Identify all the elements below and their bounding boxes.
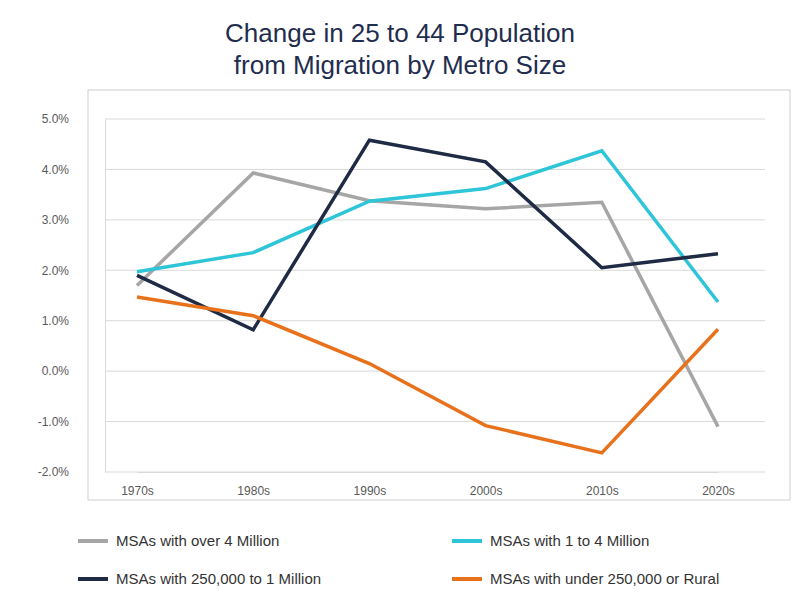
chart: Change in 25 to 44 Populationfrom Migrat… bbox=[0, 0, 800, 600]
grid-line bbox=[105, 119, 765, 120]
legend-swatch bbox=[78, 577, 108, 581]
x-tick-label: 1980s bbox=[237, 484, 270, 498]
x-tick: 1990s bbox=[354, 472, 387, 498]
grid-line bbox=[105, 169, 765, 170]
y-axis: -2.0% -1.0% 0.0% 1.0% 2.0% 3.0% 4.0% 5.0% bbox=[38, 112, 106, 479]
y-axis-line bbox=[105, 120, 106, 473]
x-tick: 1980s bbox=[237, 472, 270, 498]
y-tick-label: 2.0% bbox=[42, 264, 70, 278]
grid-line bbox=[105, 371, 765, 372]
x-tick: 1970s bbox=[121, 472, 154, 498]
y-tick: -2.0% bbox=[38, 465, 105, 479]
series-line bbox=[137, 151, 718, 302]
x-axis: 1970s 1980s 1990s 2000s 2010s 2020s bbox=[121, 472, 735, 498]
y-tick: 0.0% bbox=[42, 364, 105, 378]
x-tick: 2020s bbox=[702, 472, 735, 498]
y-tick: 2.0% bbox=[42, 264, 105, 278]
title: Change in 25 to 44 Populationfrom Migrat… bbox=[225, 18, 575, 80]
y-tick: 3.0% bbox=[42, 213, 105, 227]
y-tick-label: -2.0% bbox=[38, 465, 70, 479]
grid-line bbox=[105, 270, 765, 271]
grid bbox=[105, 119, 765, 472]
y-tick-label: 5.0% bbox=[42, 112, 70, 126]
series-line bbox=[137, 140, 718, 330]
legend-swatch bbox=[78, 539, 108, 543]
legend-label: MSAs with over 4 Million bbox=[116, 532, 279, 549]
legend-swatch bbox=[452, 577, 482, 581]
plot-frame bbox=[88, 90, 790, 500]
y-tick-label: 1.0% bbox=[42, 314, 70, 328]
x-axis-line bbox=[138, 472, 719, 473]
y-tick-label: 4.0% bbox=[42, 163, 70, 177]
grid-line bbox=[105, 421, 765, 422]
y-tick: 4.0% bbox=[42, 163, 105, 177]
legend: MSAs with over 4 Million MSAs with 1 to 4… bbox=[78, 532, 719, 587]
y-tick: -1.0% bbox=[38, 415, 105, 429]
legend-label: MSAs with under 250,000 or Rural bbox=[490, 570, 719, 587]
x-tick: 2010s bbox=[586, 472, 619, 498]
grid-line bbox=[105, 320, 765, 321]
y-tick: 5.0% bbox=[42, 112, 105, 126]
series-group bbox=[137, 140, 718, 453]
x-tick-label: 2010s bbox=[586, 484, 619, 498]
y-tick-label: 0.0% bbox=[42, 364, 70, 378]
x-tick: 2000s bbox=[470, 472, 503, 498]
x-tick-label: 2000s bbox=[470, 484, 503, 498]
x-tick-label: 2020s bbox=[702, 484, 735, 498]
series-line bbox=[137, 173, 718, 427]
y-tick-label: -1.0% bbox=[38, 415, 70, 429]
legend-label: MSAs with 1 to 4 Million bbox=[490, 532, 649, 549]
legend-swatch bbox=[452, 539, 482, 543]
grid-line bbox=[105, 472, 765, 473]
x-tick-label: 1970s bbox=[121, 484, 154, 498]
y-tick-label: 3.0% bbox=[42, 213, 70, 227]
x-tick-label: 1990s bbox=[354, 484, 387, 498]
series-line bbox=[137, 297, 718, 453]
legend-label: MSAs with 250,000 to 1 Million bbox=[116, 570, 321, 587]
y-tick: 1.0% bbox=[42, 314, 105, 328]
